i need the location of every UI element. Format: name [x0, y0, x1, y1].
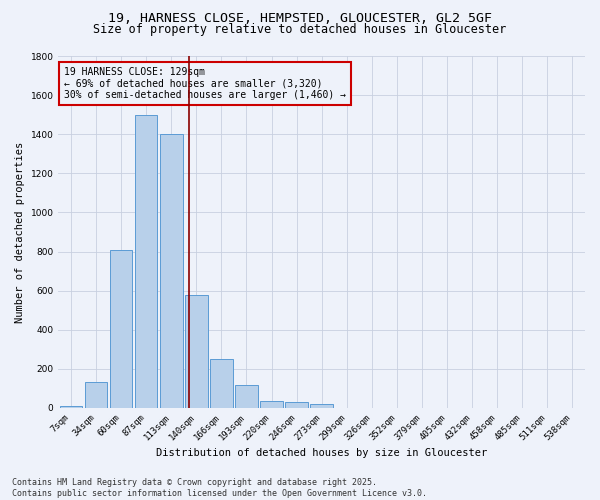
Bar — [85, 382, 107, 408]
Text: Contains HM Land Registry data © Crown copyright and database right 2025.
Contai: Contains HM Land Registry data © Crown c… — [12, 478, 427, 498]
Bar — [160, 134, 182, 408]
Text: Size of property relative to detached houses in Gloucester: Size of property relative to detached ho… — [94, 22, 506, 36]
Bar — [185, 296, 208, 408]
X-axis label: Distribution of detached houses by size in Gloucester: Distribution of detached houses by size … — [156, 448, 487, 458]
Bar — [235, 386, 258, 408]
Bar — [135, 114, 157, 408]
Bar — [260, 401, 283, 408]
Bar — [110, 250, 133, 408]
Bar — [59, 406, 82, 408]
Text: 19, HARNESS CLOSE, HEMPSTED, GLOUCESTER, GL2 5GF: 19, HARNESS CLOSE, HEMPSTED, GLOUCESTER,… — [108, 12, 492, 26]
Y-axis label: Number of detached properties: Number of detached properties — [15, 142, 25, 322]
Text: 19 HARNESS CLOSE: 129sqm
← 69% of detached houses are smaller (3,320)
30% of sem: 19 HARNESS CLOSE: 129sqm ← 69% of detach… — [64, 66, 346, 100]
Bar — [310, 404, 333, 408]
Bar — [210, 359, 233, 408]
Bar — [286, 402, 308, 408]
